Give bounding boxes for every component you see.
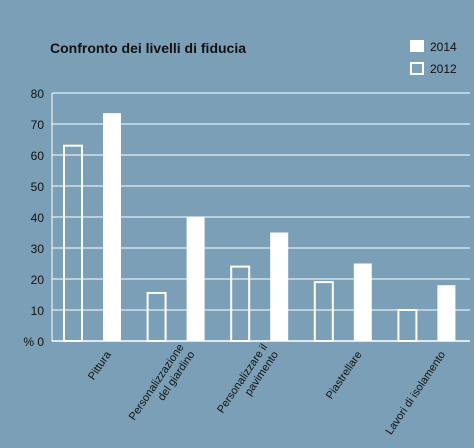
y-tick-label: 20: [31, 273, 45, 287]
chart-title: Confronto dei livelli di fiducia: [50, 40, 246, 56]
bar-2014: [186, 217, 205, 341]
y-tick-label: 10: [31, 304, 45, 318]
x-tick-label-group: Piastrellare: [324, 349, 365, 401]
x-tick-label: Piastrellare: [324, 349, 365, 401]
bars: [63, 113, 456, 343]
y-tick-label: 60: [31, 149, 45, 163]
bar-2012: [397, 309, 418, 342]
bar-2012: [63, 144, 83, 342]
bar-2014: [103, 113, 121, 342]
y-tick-label: 50: [31, 180, 45, 194]
legend: 2014 2012: [410, 40, 457, 76]
legend-swatch-2012: [410, 62, 424, 75]
y-tick-label: 30: [31, 242, 45, 256]
y-tick-label: 70: [31, 118, 45, 132]
x-tick-label-group: Pittura: [86, 348, 114, 382]
x-tick-label-group: Lavori di isolamento: [384, 349, 449, 437]
legend-swatch-2014: [410, 40, 424, 52]
y-tick-label: % 0: [23, 335, 44, 349]
legend-label-2012: 2012: [430, 62, 457, 76]
bar-2014: [437, 285, 456, 341]
grid-layer: [52, 92, 470, 311]
y-axis: % 0 10 20 30 40 50 60 70 80: [23, 87, 470, 349]
bar-2014: [270, 232, 289, 341]
bar-2012: [230, 265, 251, 343]
legend-label-2014: 2014: [430, 40, 457, 54]
y-tick-label: 80: [31, 87, 45, 101]
y-tick-label: 40: [31, 211, 45, 225]
bar-2012: [313, 281, 334, 343]
x-tick-label: Pittura: [86, 348, 114, 382]
bar-2012: [146, 291, 167, 343]
x-tick-label: Lavori di isolamento: [384, 349, 449, 437]
bar-2014: [353, 263, 372, 341]
